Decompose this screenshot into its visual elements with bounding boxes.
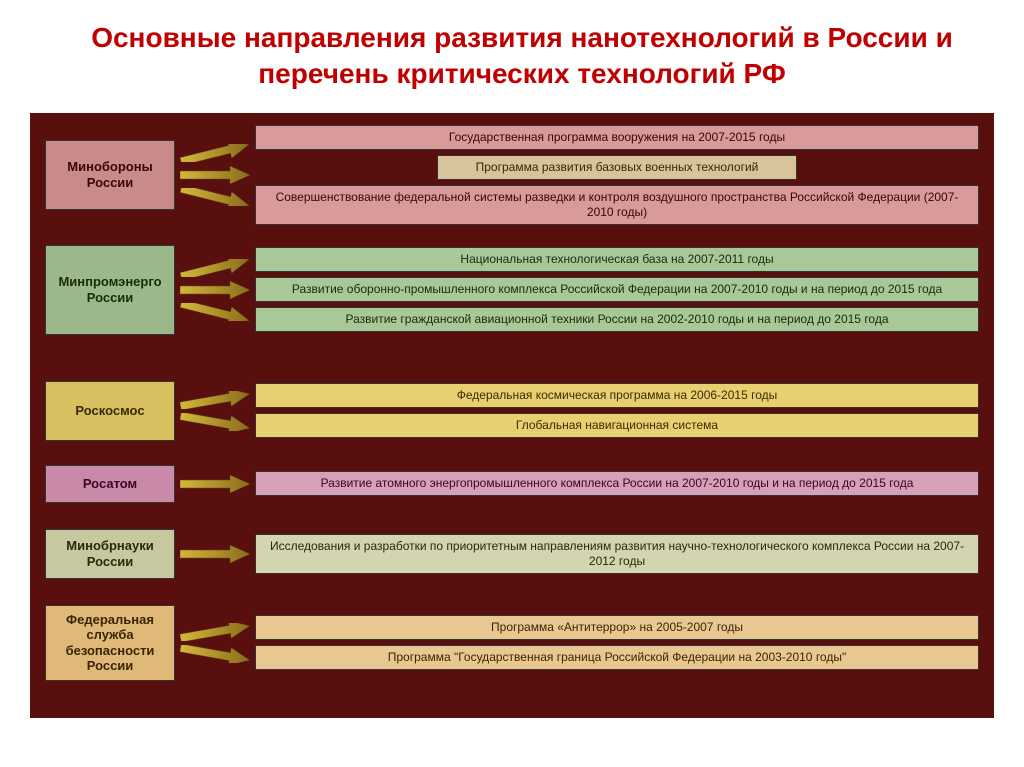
arrow-column bbox=[175, 623, 255, 663]
diagram-row: Роскосмос Федеральная космическая програ… bbox=[45, 381, 979, 441]
arrow-icon bbox=[180, 188, 250, 206]
arrow-icon bbox=[180, 545, 250, 563]
programs-column: Федеральная космическая программа на 200… bbox=[255, 383, 979, 438]
arrow-column bbox=[175, 391, 255, 431]
program-box: Федеральная космическая программа на 200… bbox=[255, 383, 979, 408]
arrow-column bbox=[175, 475, 255, 493]
program-box: Программа "Государственная граница Росси… bbox=[255, 645, 979, 670]
arrow-column bbox=[175, 545, 255, 563]
diagram-row: Федеральная служба безопасности России П… bbox=[45, 605, 979, 681]
agency-box: Минобрнауки России bbox=[45, 529, 175, 579]
diagram-container: Минобороны России Государственная програ… bbox=[30, 113, 994, 718]
arrow-icon bbox=[180, 144, 250, 162]
arrow-icon bbox=[180, 391, 250, 409]
programs-column: Национальная технологическая база на 200… bbox=[255, 247, 979, 332]
arrow-icon bbox=[180, 413, 250, 431]
program-box: Программа «Антитеррор» на 2005-2007 годы bbox=[255, 615, 979, 640]
programs-column: Программа «Антитеррор» на 2005-2007 годы… bbox=[255, 615, 979, 670]
arrow-icon bbox=[180, 166, 250, 184]
arrow-icon bbox=[180, 623, 250, 641]
arrow-column bbox=[175, 259, 255, 321]
program-box: Государственная программа вооружения на … bbox=[255, 125, 979, 150]
agency-box: Минобороны России bbox=[45, 140, 175, 210]
agency-box: Федеральная служба безопасности России bbox=[45, 605, 175, 681]
slide: Основные направления развития нанотехнол… bbox=[0, 0, 1024, 767]
program-box: Развитие гражданской авиационной техники… bbox=[255, 307, 979, 332]
arrow-icon bbox=[180, 645, 250, 663]
program-box: Национальная технологическая база на 200… bbox=[255, 247, 979, 272]
program-box: Исследования и разработки по приоритетны… bbox=[255, 534, 979, 574]
agency-box: Росатом bbox=[45, 465, 175, 503]
arrow-icon bbox=[180, 281, 250, 299]
diagram-row: Минобрнауки России Исследования и разраб… bbox=[45, 529, 979, 579]
program-box: Развитие атомного энергопромышленного ко… bbox=[255, 471, 979, 496]
program-box: Программа развития базовых военных техно… bbox=[437, 155, 797, 180]
arrow-icon bbox=[180, 475, 250, 493]
diagram-row: Минпромэнерго России Национальная технол… bbox=[45, 245, 979, 335]
diagram-row: Росатом Развитие атомного энергопромышле… bbox=[45, 465, 979, 503]
programs-column: Государственная программа вооружения на … bbox=[255, 125, 979, 225]
program-box: Совершенствование федеральной системы ра… bbox=[255, 185, 979, 225]
programs-column: Развитие атомного энергопромышленного ко… bbox=[255, 471, 979, 496]
slide-title: Основные направления развития нанотехнол… bbox=[0, 0, 1024, 103]
program-box: Глобальная навигационная система bbox=[255, 413, 979, 438]
agency-box: Минпромэнерго России bbox=[45, 245, 175, 335]
arrow-column bbox=[175, 144, 255, 206]
arrow-icon bbox=[180, 259, 250, 277]
programs-column: Исследования и разработки по приоритетны… bbox=[255, 534, 979, 574]
diagram-row: Минобороны России Государственная програ… bbox=[45, 125, 979, 225]
program-box: Развитие оборонно-промышленного комплекс… bbox=[255, 277, 979, 302]
arrow-icon bbox=[180, 303, 250, 321]
agency-box: Роскосмос bbox=[45, 381, 175, 441]
